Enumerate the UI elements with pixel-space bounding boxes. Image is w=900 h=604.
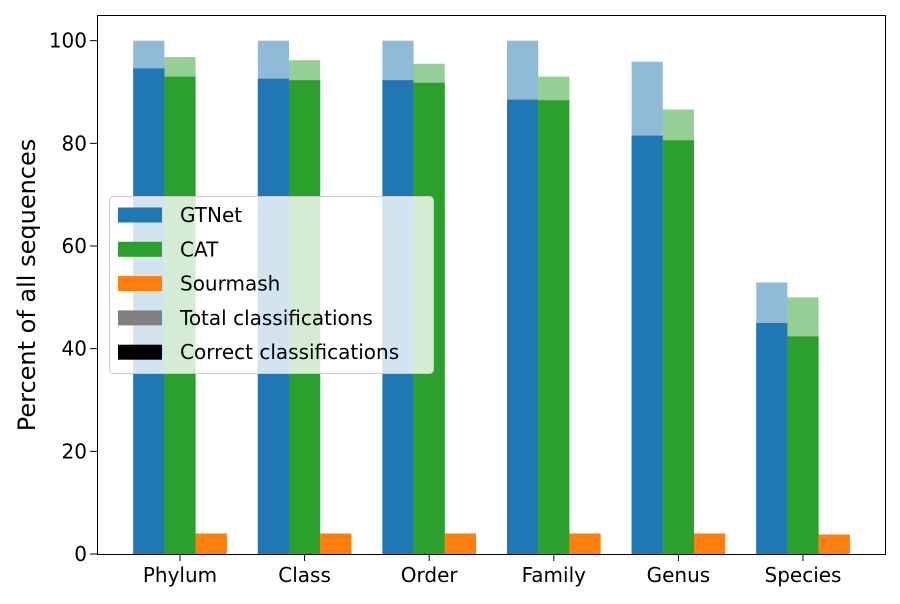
legend-label: CAT bbox=[180, 237, 219, 261]
bar-correct-sourmash-order bbox=[444, 533, 476, 554]
legend: GTNet CAT Sourmash Total classifications Cor… bbox=[109, 196, 434, 374]
legend-swatch bbox=[118, 310, 162, 326]
bar-correct-sourmash-species bbox=[818, 534, 850, 554]
x-tick-label: Species bbox=[765, 563, 842, 587]
bar-correct-sourmash-genus bbox=[694, 533, 726, 554]
y-tick-label: 0 bbox=[74, 542, 87, 566]
y-tick-label: 20 bbox=[62, 439, 87, 463]
y-axis-label: Percent of all sequences bbox=[13, 139, 41, 432]
bar-correct-cat-genus bbox=[662, 140, 694, 554]
plot-frame bbox=[97, 15, 886, 555]
legend-label: Total classifications bbox=[179, 306, 373, 330]
y-tick-label: 60 bbox=[62, 234, 87, 258]
legend-swatch bbox=[118, 207, 162, 223]
y-tick-label: 80 bbox=[62, 131, 87, 155]
bar-correct-gtnet-family bbox=[507, 99, 539, 554]
bar-correct-gtnet-species bbox=[756, 323, 788, 554]
bar-correct-gtnet-genus bbox=[631, 135, 663, 554]
bar-correct-sourmash-class bbox=[320, 533, 352, 554]
legend-label: GTNet bbox=[180, 203, 242, 227]
legend-box bbox=[109, 196, 434, 374]
y-tick-label: 100 bbox=[49, 29, 87, 53]
legend-swatch bbox=[118, 241, 162, 257]
x-tick-label: Class bbox=[278, 563, 331, 587]
x-tick-label: Genus bbox=[647, 563, 711, 587]
x-tick-label: Order bbox=[401, 563, 459, 587]
bar-correct-sourmash-phylum bbox=[195, 533, 227, 554]
legend-swatch bbox=[118, 276, 162, 292]
y-axis: 0 20 40 60 80 100 bbox=[49, 29, 97, 566]
x-tick-label: Family bbox=[522, 563, 587, 587]
legend-swatch bbox=[118, 344, 162, 360]
legend-label: Sourmash bbox=[180, 272, 280, 296]
x-tick-label: Phylum bbox=[143, 563, 217, 587]
x-axis: Phylum Class Order Family Genus Species bbox=[143, 554, 842, 587]
bar-correct-cat-family bbox=[538, 100, 570, 555]
bar-correct-cat-species bbox=[787, 336, 819, 554]
legend-label: Correct classifications bbox=[180, 340, 399, 364]
y-tick-label: 40 bbox=[62, 337, 87, 361]
bar-correct-sourmash-family bbox=[569, 533, 601, 554]
